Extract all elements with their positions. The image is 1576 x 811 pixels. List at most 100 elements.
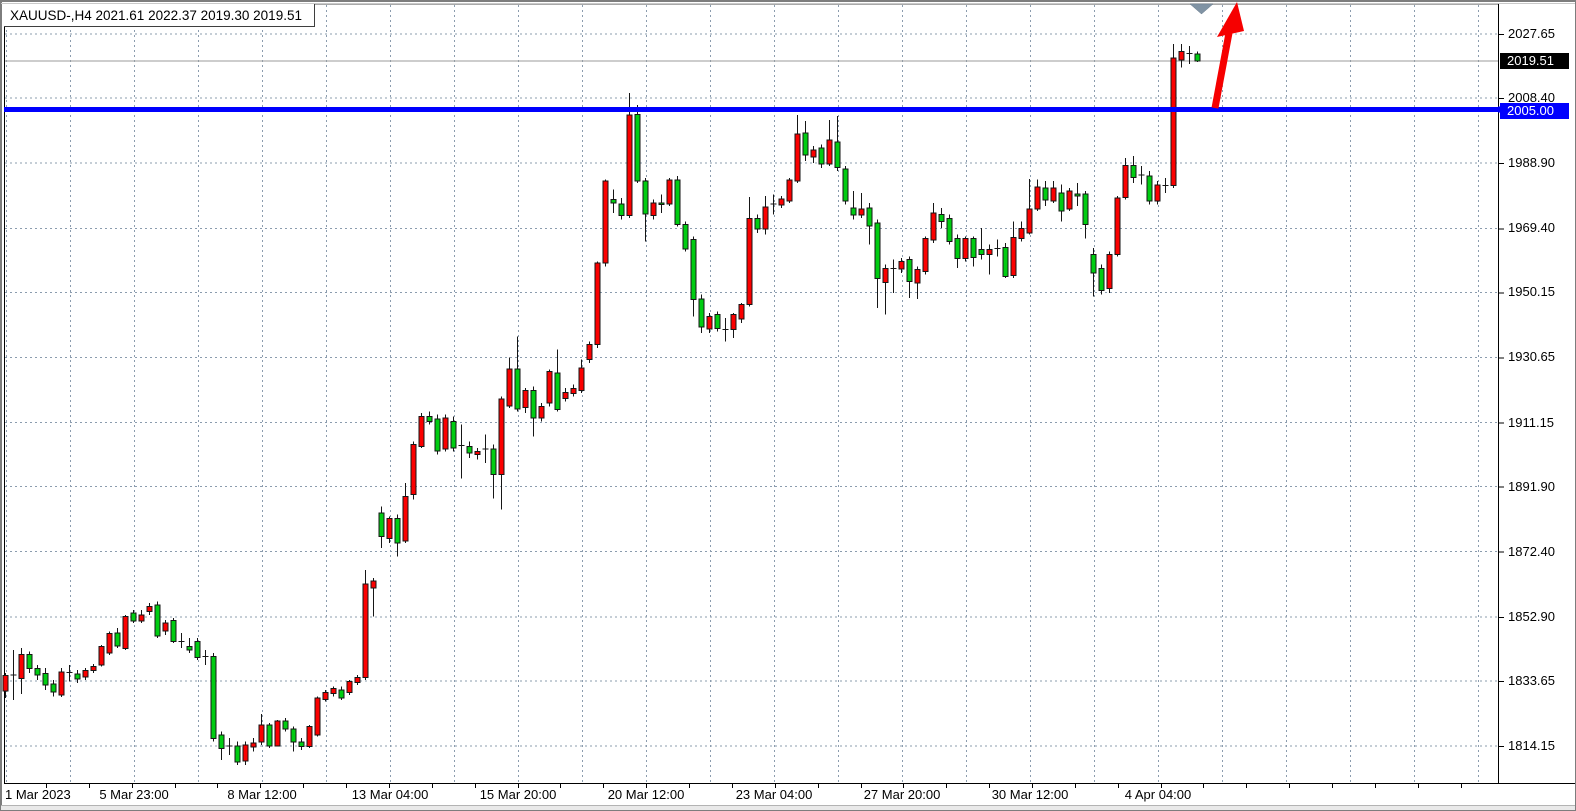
candle-bear <box>1042 187 1049 201</box>
candle-bull <box>914 269 921 284</box>
time-axis-label: 13 Mar 04:00 <box>351 787 429 802</box>
candle-bull <box>986 249 993 255</box>
price-axis-label: 1911.15 <box>1508 415 1555 430</box>
trend-arrow-up-icon[interactable] <box>1211 2 1244 109</box>
candle-bull <box>746 217 753 305</box>
price-axis-label: 1891.90 <box>1508 479 1555 494</box>
candle-bear <box>298 741 305 748</box>
candle-bear <box>610 199 617 204</box>
candle-bear <box>234 745 241 763</box>
time-axis-label: 23 Mar 04:00 <box>735 787 813 802</box>
candle-bear <box>938 214 945 223</box>
symbol-timeframe-and-ohlc: XAUUSD-,H4 2021.61 2022.37 2019.30 2019.… <box>10 8 302 23</box>
candle-bear <box>946 218 953 243</box>
candle-bear <box>154 604 161 637</box>
candle-bear <box>842 168 849 202</box>
candle-bull <box>930 212 937 241</box>
price-axis-label: 1988.90 <box>1508 155 1555 170</box>
hline-price-tag: 2005.00 <box>1500 103 1569 119</box>
candle-bull <box>858 208 865 216</box>
candle-bull <box>626 114 633 217</box>
candle-bear <box>1098 268 1105 292</box>
candle-bull <box>594 262 601 345</box>
current-price-tag: 2019.51 <box>1500 53 1569 69</box>
candle-bull <box>322 692 329 700</box>
candle-bear <box>50 683 57 693</box>
candle-bull <box>242 744 249 762</box>
candle-bear <box>658 202 665 206</box>
candle-bear <box>530 389 537 419</box>
candle-bear <box>290 728 297 743</box>
candle-bear <box>754 217 761 230</box>
period-marker-triangle-icon[interactable] <box>1189 3 1214 15</box>
candle-bull <box>138 614 145 622</box>
candle-bull <box>258 724 265 743</box>
candle-bear <box>802 132 809 156</box>
candle-bull <box>810 149 817 158</box>
candle-bear <box>682 223 689 250</box>
candle-bull <box>730 314 737 331</box>
price-axis-label: 2027.65 <box>1508 26 1555 41</box>
candle-bear <box>642 180 649 215</box>
candle-bull <box>314 697 321 736</box>
price-axis-label: 1852.90 <box>1508 609 1555 624</box>
candle-bear <box>26 654 33 669</box>
candle-bull <box>506 368 513 407</box>
candle-bull <box>274 720 281 747</box>
candle-bear <box>906 259 913 283</box>
candle-bull <box>2 675 9 692</box>
time-axis-label: 27 Mar 20:00 <box>863 787 941 802</box>
candle-bull <box>146 605 153 613</box>
candle-bear <box>378 512 385 537</box>
candle-bull <box>362 583 369 678</box>
candle-bull <box>794 133 801 182</box>
candle-bear <box>426 415 433 422</box>
candle-bull <box>962 238 969 259</box>
arrow-head <box>1217 2 1244 37</box>
candle-bull <box>98 646 105 666</box>
candle-bull <box>706 315 713 330</box>
price-axis-label: 1833.65 <box>1508 673 1555 688</box>
candle-bear <box>554 372 561 411</box>
candle-bear <box>1194 53 1201 62</box>
candle-bull <box>1034 186 1041 210</box>
candle-bull <box>650 202 657 217</box>
time-axis-label: 5 Mar 23:00 <box>99 787 169 802</box>
time-axis-label: 15 Mar 20:00 <box>479 787 557 802</box>
candle-bear <box>978 249 985 255</box>
candle-bear <box>466 445 473 454</box>
candle-bull <box>354 677 361 683</box>
price-axis-label: 1950.15 <box>1508 284 1555 299</box>
candle-bear <box>1082 193 1089 225</box>
price-axis-label: 1872.40 <box>1508 544 1555 559</box>
candles <box>2 44 1201 765</box>
candle-bear <box>1074 193 1081 197</box>
candle-bull <box>666 179 673 205</box>
candle-bull <box>522 389 529 408</box>
candle-bull <box>826 139 833 165</box>
candle-bull <box>402 495 409 542</box>
candle-bear <box>1002 246 1009 277</box>
candle-bear <box>266 724 273 747</box>
candle-bear <box>690 239 697 301</box>
candle-bull <box>882 268 889 284</box>
candle-bear <box>1130 165 1137 179</box>
candle-bull <box>82 670 89 678</box>
candle-bear <box>130 612 137 622</box>
candle-bear <box>210 656 217 739</box>
candle-bull <box>250 742 257 748</box>
time-axis-label: 4 Apr 04:00 <box>1124 787 1192 802</box>
candle-bull <box>1122 165 1129 199</box>
candle-bear <box>618 203 625 216</box>
candle-bear <box>114 632 121 647</box>
candle-bear <box>170 619 177 643</box>
candle-bull <box>122 615 129 649</box>
candle-bull <box>418 415 425 447</box>
candle-bear <box>674 179 681 226</box>
time-axis-label: 1 Mar 2023 <box>5 787 71 802</box>
bottom-strip <box>1 805 1575 810</box>
time-axis-label: 8 Mar 12:00 <box>227 787 297 802</box>
candle-bear <box>338 689 345 699</box>
